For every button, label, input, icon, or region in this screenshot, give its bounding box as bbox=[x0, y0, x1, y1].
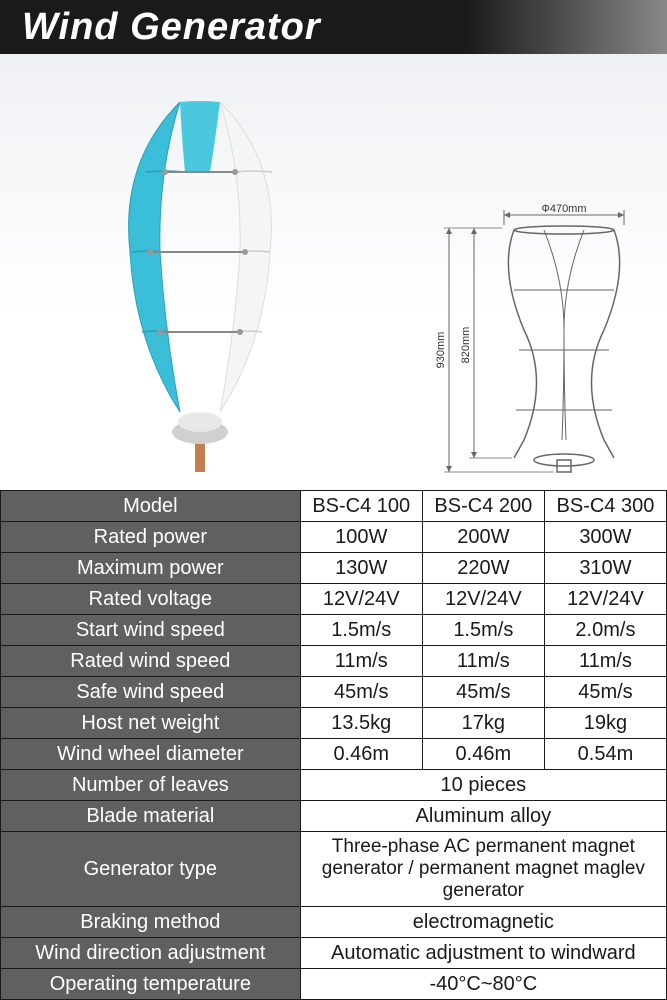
row-value: 0.46m bbox=[422, 739, 544, 770]
row-value: 12V/24V bbox=[544, 584, 666, 615]
turbine-photo bbox=[0, 54, 400, 490]
row-label: Maximum power bbox=[1, 553, 301, 584]
row-label: Safe wind speed bbox=[1, 677, 301, 708]
table-row: Start wind speed1.5m/s1.5m/s2.0m/s bbox=[1, 615, 667, 646]
row-label: Wind direction adjustment bbox=[1, 937, 301, 968]
row-value: 45m/s bbox=[544, 677, 666, 708]
table-row: Operating temperature-40°C~80°C bbox=[1, 968, 667, 999]
table-row: Braking methodelectromagnetic bbox=[1, 906, 667, 937]
row-value-merged: -40°C~80°C bbox=[300, 968, 666, 999]
row-value: 100W bbox=[300, 522, 422, 553]
row-value: 300W bbox=[544, 522, 666, 553]
row-label: Generator type bbox=[1, 832, 301, 907]
table-row: Blade materialAluminum alloy bbox=[1, 801, 667, 832]
row-value: 0.46m bbox=[300, 739, 422, 770]
row-value: 1.5m/s bbox=[422, 615, 544, 646]
row-value-merged: Three-phase AC permanent magnet generato… bbox=[300, 832, 666, 907]
row-value: 19kg bbox=[544, 708, 666, 739]
row-label: Start wind speed bbox=[1, 615, 301, 646]
width-dimension: Ф470mm bbox=[541, 203, 586, 215]
table-row: Generator typeThree-phase AC permanent m… bbox=[1, 832, 667, 907]
row-value: 13.5kg bbox=[300, 708, 422, 739]
row-value-merged: electromagnetic bbox=[300, 906, 666, 937]
table-row: Rated power100W200W300W bbox=[1, 522, 667, 553]
table-row: ModelBS-C4 100BS-C4 200BS-C4 300 bbox=[1, 491, 667, 522]
row-value: 45m/s bbox=[422, 677, 544, 708]
row-value: BS-C4 100 bbox=[300, 491, 422, 522]
row-value: 130W bbox=[300, 553, 422, 584]
table-row: Maximum power130W220W310W bbox=[1, 553, 667, 584]
row-label: Blade material bbox=[1, 801, 301, 832]
turbine-diagram: Ф470mm 930mm 820mm bbox=[400, 54, 667, 490]
row-label: Model bbox=[1, 491, 301, 522]
row-label: Wind wheel diameter bbox=[1, 739, 301, 770]
row-value: 2.0m/s bbox=[544, 615, 666, 646]
row-value: 0.54m bbox=[544, 739, 666, 770]
row-label: Number of leaves bbox=[1, 770, 301, 801]
height-outer-dimension: 930mm bbox=[435, 332, 447, 369]
row-value: 310W bbox=[544, 553, 666, 584]
row-label: Host net weight bbox=[1, 708, 301, 739]
row-value: 12V/24V bbox=[300, 584, 422, 615]
page-title: Wind Generator bbox=[22, 6, 321, 49]
dimension-drawing: Ф470mm 930mm 820mm bbox=[414, 200, 654, 480]
row-value-merged: Aluminum alloy bbox=[300, 801, 666, 832]
table-row: Wind wheel diameter0.46m0.46m0.54m bbox=[1, 739, 667, 770]
table-row: Wind direction adjustmentAutomatic adjus… bbox=[1, 937, 667, 968]
row-value: 11m/s bbox=[300, 646, 422, 677]
turbine-illustration bbox=[70, 72, 330, 472]
table-row: Number of leaves10 pieces bbox=[1, 770, 667, 801]
height-inner-dimension: 820mm bbox=[460, 327, 472, 364]
row-label: Operating temperature bbox=[1, 968, 301, 999]
image-area: Ф470mm 930mm 820mm bbox=[0, 54, 667, 490]
row-value-merged: Automatic adjustment to windward bbox=[300, 937, 666, 968]
row-value: BS-C4 300 bbox=[544, 491, 666, 522]
row-value: 17kg bbox=[422, 708, 544, 739]
row-value: 11m/s bbox=[544, 646, 666, 677]
row-label: Rated wind speed bbox=[1, 646, 301, 677]
table-row: Rated wind speed11m/s11m/s11m/s bbox=[1, 646, 667, 677]
table-row: Safe wind speed45m/s45m/s45m/s bbox=[1, 677, 667, 708]
row-label: Braking method bbox=[1, 906, 301, 937]
row-label: Rated voltage bbox=[1, 584, 301, 615]
row-value: 220W bbox=[422, 553, 544, 584]
row-label: Rated power bbox=[1, 522, 301, 553]
row-value: 45m/s bbox=[300, 677, 422, 708]
row-value: 11m/s bbox=[422, 646, 544, 677]
spec-table: ModelBS-C4 100BS-C4 200BS-C4 300Rated po… bbox=[0, 490, 667, 1000]
table-row: Host net weight13.5kg17kg19kg bbox=[1, 708, 667, 739]
row-value: 12V/24V bbox=[422, 584, 544, 615]
table-row: Rated voltage12V/24V12V/24V12V/24V bbox=[1, 584, 667, 615]
row-value: BS-C4 200 bbox=[422, 491, 544, 522]
row-value: 200W bbox=[422, 522, 544, 553]
header-bar: Wind Generator bbox=[0, 0, 667, 54]
row-value-merged: 10 pieces bbox=[300, 770, 666, 801]
row-value: 1.5m/s bbox=[300, 615, 422, 646]
